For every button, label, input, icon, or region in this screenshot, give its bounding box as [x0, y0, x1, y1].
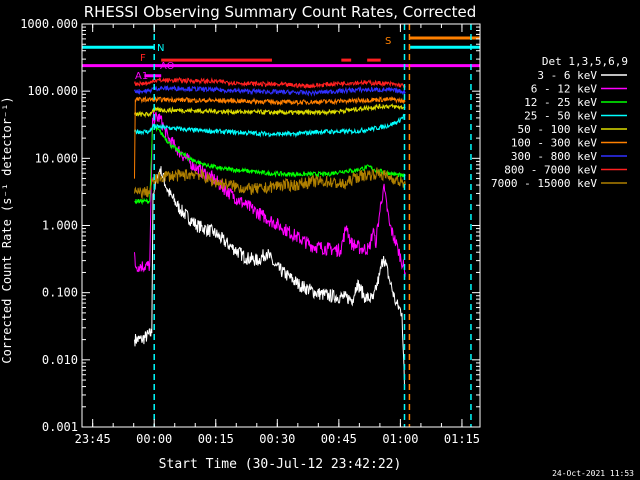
legend-label: 6 - 12 keV: [531, 83, 598, 96]
annotations: NF AO A1 S: [135, 36, 391, 82]
legend-label: 300 - 800 keV: [511, 150, 597, 163]
legend-label: 50 - 100 keV: [518, 123, 598, 136]
legend-label: 25 - 50 keV: [524, 110, 597, 123]
axes: 0.001 0.010 0.100 1.000 10.000 100.000 1000.00…: [20, 17, 481, 446]
series-12-25-kev-line: [134, 123, 406, 206]
x-axis-label: Start Time (30-Jul-12 23:42:22): [159, 457, 402, 472]
legend-label: 7000 - 15000 keV: [491, 177, 597, 190]
series-800-7000-kev-line: [134, 76, 406, 90]
y-tick-label: 1000.000: [20, 17, 78, 31]
series-7000-15000-kev-line: [134, 167, 406, 200]
y-tick-label: 100.000: [27, 84, 78, 98]
legend-label: 800 - 7000 keV: [504, 164, 597, 177]
annotation-label: AO: [160, 61, 175, 72]
series-3-6-kev-line: [134, 166, 405, 387]
annotation-label: A1: [135, 71, 148, 82]
series-50-100-kev-line: [134, 103, 406, 119]
annotation-label: N: [157, 43, 164, 54]
x-tick-label: 01:15: [444, 432, 480, 446]
state-bars: [82, 36, 480, 78]
chart-title: RHESSI Observing Summary Count Rates, Co…: [84, 3, 477, 21]
x-tick-label: 23:45: [75, 432, 111, 446]
footer-timestamp: 24-Oct-2021 11:53: [552, 469, 634, 478]
y-tick-label: 0.010: [42, 353, 78, 367]
legend-title: Det 1,3,5,6,9: [542, 55, 628, 68]
legend-label: 100 - 300 keV: [511, 137, 597, 150]
legend-label: 3 - 6 keV: [537, 69, 597, 82]
x-tick-label: 00:15: [198, 432, 234, 446]
annotation-label: S: [385, 36, 391, 47]
y-tick-label: 1.000: [42, 219, 78, 233]
x-tick-label: 00:30: [259, 432, 295, 446]
series-300-800-kev-line: [134, 84, 406, 97]
y-axis-label: Corrected Count Rate (s⁻¹ detector⁻¹): [0, 96, 14, 363]
x-tick-label: 00:00: [136, 432, 172, 446]
series-25-50-kev-line: [134, 113, 406, 138]
series-100-300-kev-line: [134, 95, 406, 179]
annotation-label: F: [140, 53, 146, 64]
y-tick-label: 0.100: [42, 286, 78, 300]
x-tick-label: 00:45: [321, 432, 357, 446]
series-lines: [134, 76, 406, 387]
legend-label: 12 - 25 keV: [524, 96, 597, 109]
x-tick-label: 01:00: [382, 432, 418, 446]
vertical-markers: [153, 24, 472, 427]
y-tick-label: 10.000: [35, 151, 78, 165]
y-tick-label: 0.001: [42, 420, 78, 434]
